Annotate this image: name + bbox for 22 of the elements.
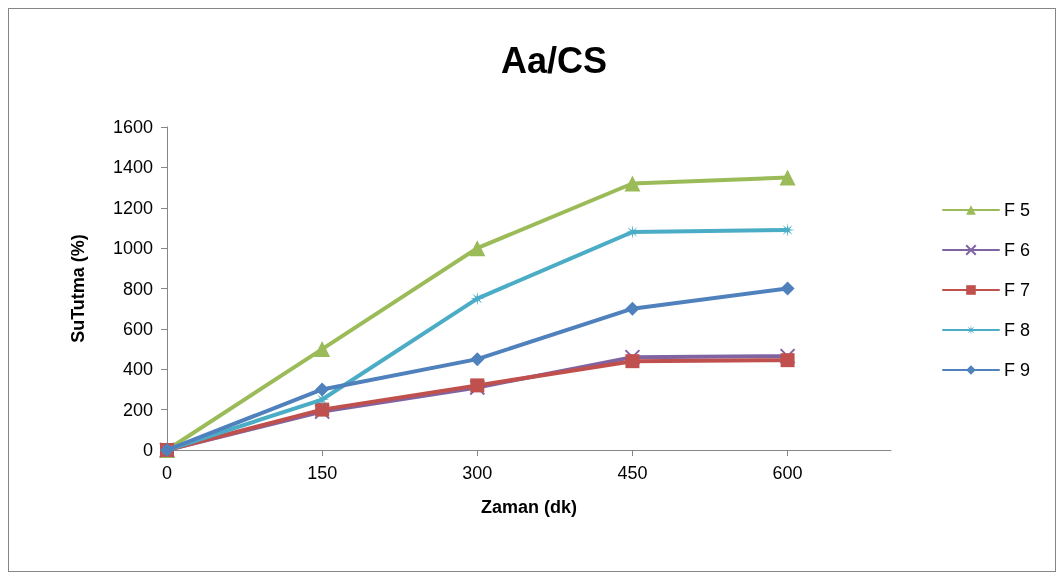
y-tick-label: 400 — [122, 359, 153, 380]
y-tick-label: 1600 — [112, 117, 153, 137]
y-tick-label: 600 — [122, 318, 153, 339]
legend-label: F 5 — [1003, 200, 1031, 220]
legend-label: F 8 — [1003, 320, 1031, 340]
y-tick-label: 1400 — [112, 157, 153, 178]
y-tick-label: 800 — [122, 278, 153, 299]
legend-label: F 9 — [1003, 360, 1031, 380]
x-tick-label: 150 — [307, 463, 338, 483]
y-tick-label: 200 — [122, 399, 153, 420]
y-tick-label: 1000 — [112, 238, 153, 259]
x-tick-label: 450 — [617, 463, 648, 483]
legend-label: F 7 — [1003, 280, 1031, 300]
y-tick-label: 1200 — [112, 197, 153, 218]
x-tick-label: 600 — [772, 463, 803, 483]
y-axis-title: SuTutma (%) — [68, 234, 88, 343]
x-axis-title: Zaman (dk) — [480, 497, 578, 517]
x-tick-label: 300 — [462, 463, 493, 483]
chart-title: Aa/CS — [500, 39, 608, 81]
y-tick-label: 0 — [142, 440, 153, 460]
legend-label: F 6 — [1003, 240, 1031, 260]
x-tick-label: 0 — [161, 463, 173, 483]
